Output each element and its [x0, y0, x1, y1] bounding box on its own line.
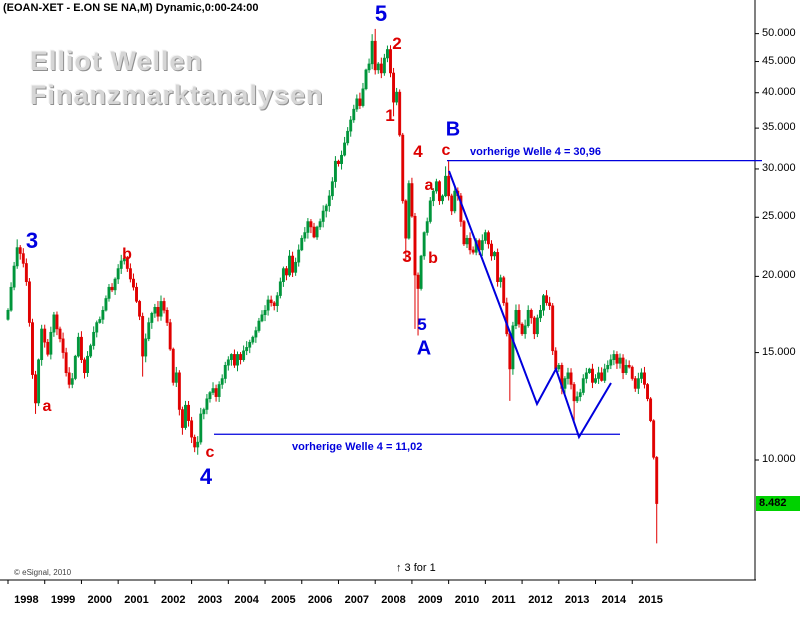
x-axis-label: 1999: [50, 594, 76, 606]
x-axis-label: 1998: [14, 594, 39, 606]
elliott-wave-label-3: 3: [402, 247, 412, 266]
wave4-line-label: vorherige Welle 4 = 30,96: [470, 145, 601, 158]
elliott-wave-label-c: c: [441, 142, 451, 159]
x-axis-label: 2011: [491, 594, 516, 606]
x-axis-label: 2003: [197, 594, 223, 606]
y-axis-label: 45.000: [762, 54, 796, 67]
x-axis-label: 2008: [381, 594, 406, 606]
y-axis-label: 40.000: [762, 85, 796, 98]
elliott-wave-label-a: a: [42, 398, 52, 415]
elliott-wave-label-A: A: [416, 337, 432, 360]
y-axis-label: 10.000: [762, 453, 796, 465]
elliott-wave-label-5: 5: [417, 315, 427, 334]
elliott-wave-label-3: 3: [25, 228, 39, 253]
elliott-wave-label-4: 4: [199, 464, 213, 489]
elliott-wave-label-b: b: [122, 246, 132, 263]
y-axis-label: 15.000: [762, 345, 796, 358]
x-axis-label: 2001: [124, 594, 149, 606]
x-axis-label: 2013: [564, 594, 590, 606]
x-axis-label: 2002: [160, 594, 186, 606]
x-axis-label: 2014: [601, 594, 627, 606]
last-price-badge: 8.482: [756, 495, 800, 511]
elliott-wave-label-1: 1: [385, 106, 395, 125]
x-axis-label: 2006: [307, 594, 333, 606]
x-axis-label: 2009: [418, 594, 443, 606]
y-axis-label: 20.000: [762, 269, 796, 282]
y-axis-label: 35.000: [762, 121, 796, 134]
x-axis-label: 2004: [234, 594, 259, 606]
elliott-wave-label-2: 2: [392, 34, 402, 53]
split-annotation: ↑ 3 for 1: [396, 562, 436, 574]
x-axis-label: 2015: [638, 594, 663, 606]
watermark: Elliot Wellen Finanzmarktanalysen: [30, 44, 324, 112]
x-axis-label: 2000: [87, 594, 113, 606]
x-axis-label: 2010: [454, 594, 480, 606]
x-axis-label: 2012: [528, 594, 553, 606]
chart-title: (EOAN-XET - E.ON SE NA,M) Dynamic,0:00-2…: [3, 2, 259, 14]
y-axis-label: 25.000: [762, 210, 796, 223]
x-axis-label: 2005: [271, 594, 296, 606]
copyright-note: © eSignal, 2010: [14, 568, 72, 577]
y-axis-label: 30.000: [762, 161, 796, 174]
elliott-wave-label-c: c: [205, 444, 215, 461]
y-axis-label: 50.000: [762, 26, 796, 39]
x-axis-label: 2007: [344, 594, 370, 606]
wave4-line-label: vorherige Welle 4 = 11,02: [292, 441, 423, 454]
watermark-line2: Finanzmarktanalysen: [30, 80, 324, 110]
elliott-wave-label-5: 5: [374, 1, 388, 26]
watermark-line1: Elliot Wellen: [30, 46, 204, 76]
elliott-wave-label-4: 4: [413, 142, 423, 161]
elliott-wave-label-a: a: [424, 177, 434, 194]
elliott-wave-label-b: b: [428, 250, 438, 267]
elliott-wave-label-B: B: [445, 118, 461, 141]
